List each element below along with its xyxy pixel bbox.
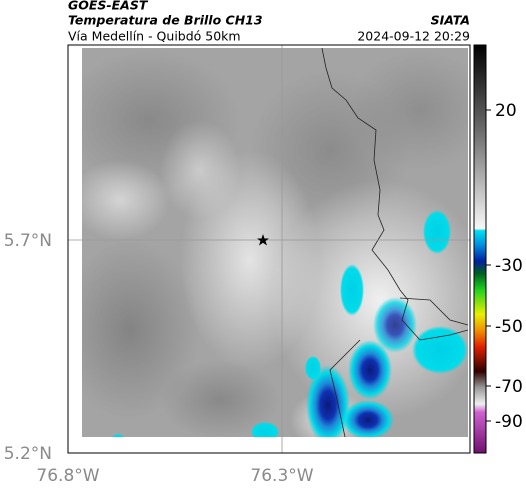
colorbar-label: -70: [495, 377, 523, 397]
map-frame: [67, 44, 471, 454]
border-line: [321, 47, 469, 341]
lat-label: 5.2°N: [4, 444, 52, 464]
lon-label: 76.8°W: [36, 466, 99, 486]
timestamp: 2024-09-12 20:29: [357, 29, 470, 44]
source: SIATA: [431, 13, 470, 28]
border-line: [399, 297, 469, 326]
colorbar-label: -30: [495, 256, 523, 276]
brightness-image: [82, 48, 468, 437]
colorbar-label: -90: [495, 412, 523, 432]
colorbar-label: -50: [495, 317, 523, 337]
lat-label: 5.7°N: [4, 231, 52, 251]
border-line: [329, 339, 361, 438]
colorbar-label: 20: [495, 101, 517, 121]
subtitle: Vía Medellín - Quibdó 50km: [68, 29, 241, 44]
satellite-name: GOES-EAST: [68, 0, 149, 13]
colorbar-ticks: [486, 109, 491, 422]
colorbar: [473, 44, 487, 454]
lon-label: 76.3°W: [250, 466, 313, 486]
product-title: Temperatura de Brillo CH13: [68, 13, 263, 28]
location-marker: [257, 234, 269, 246]
